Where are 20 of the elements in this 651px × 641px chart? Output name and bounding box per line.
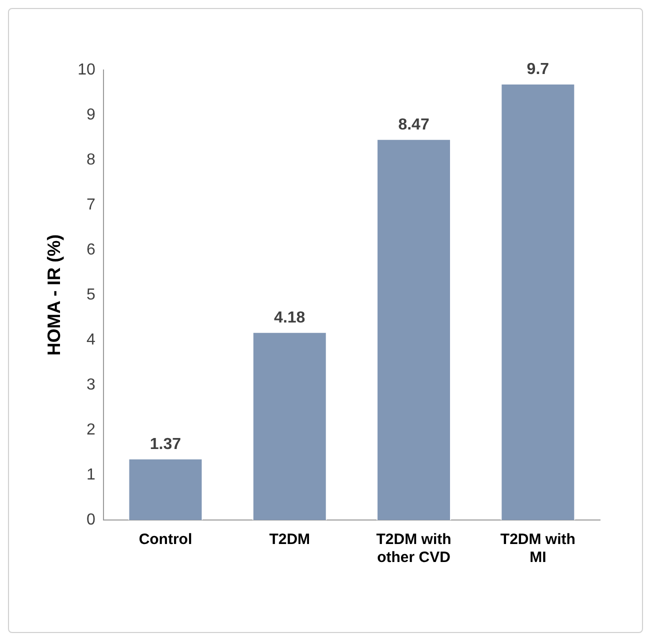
y-tick-label: 3 <box>86 376 96 394</box>
y-tick-label: 1 <box>86 466 96 484</box>
y-tick-label: 4 <box>86 331 96 348</box>
data-label: 9.7 <box>526 60 550 78</box>
y-tick-label: 6 <box>86 241 96 258</box>
y-tick-label: 9 <box>86 106 96 124</box>
y-tick-label: 7 <box>86 196 96 214</box>
y-axis-title: HOMA - IR (%) <box>44 234 64 356</box>
y-tick-label: 5 <box>86 286 96 304</box>
data-label: 4.18 <box>274 309 306 326</box>
x-tick-label: T2DM with other CVD <box>376 531 452 566</box>
data-label: 1.37 <box>150 436 182 453</box>
y-tick-label: 8 <box>86 151 96 168</box>
x-tick-label: T2DM <box>269 531 310 548</box>
y-tick-label: 10 <box>78 61 96 78</box>
y-tick-label: 0 <box>86 511 96 528</box>
data-label: 8.47 <box>398 116 430 134</box>
y-tick-label: 2 <box>86 421 96 438</box>
x-tick-label: Control <box>138 531 192 548</box>
x-tick-label: T2DM with MI <box>500 531 576 566</box>
